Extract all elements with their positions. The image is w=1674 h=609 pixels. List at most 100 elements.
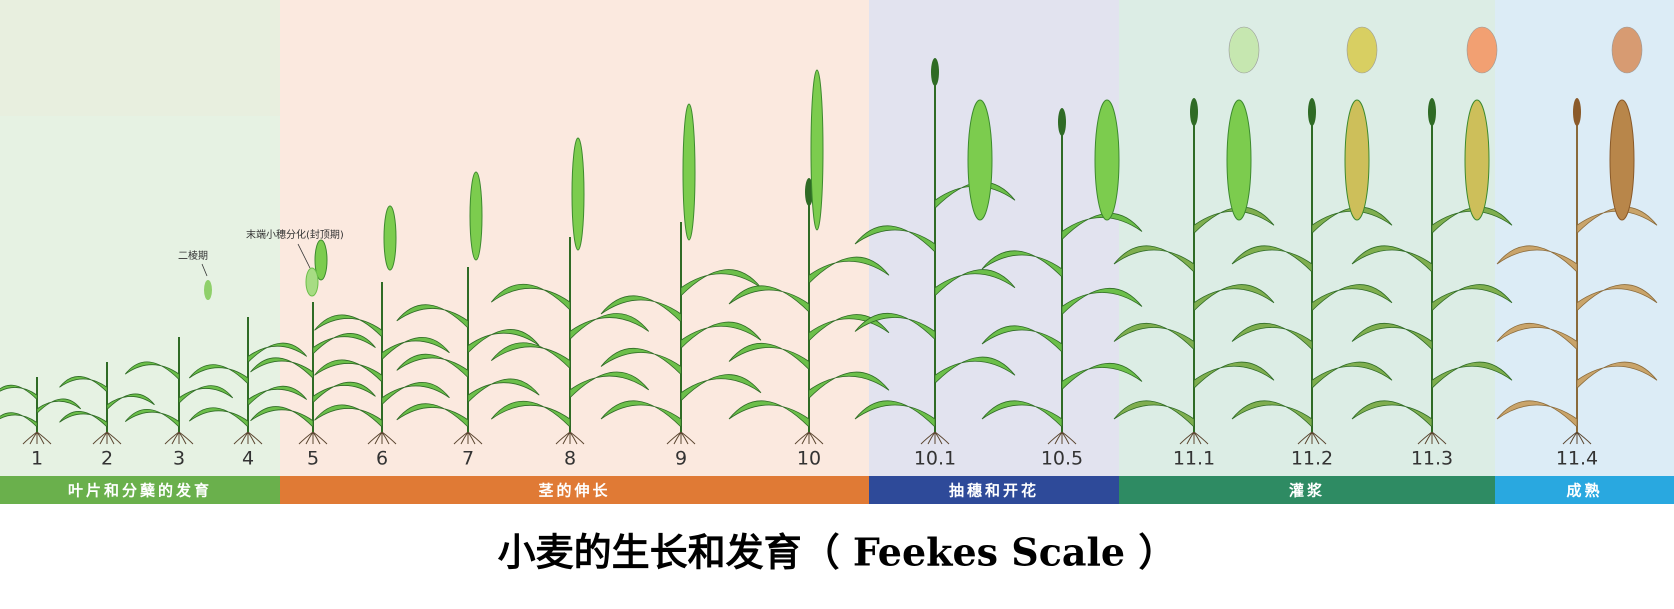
leaf <box>381 337 450 361</box>
plant-illustrations <box>0 26 1658 445</box>
leaf <box>314 404 383 428</box>
phase-label: 茎的伸长 <box>538 482 610 500</box>
phase-label: 灌浆 <box>1289 482 1325 500</box>
phase-bar <box>869 476 1119 504</box>
leaf <box>467 378 540 404</box>
root <box>99 431 108 445</box>
leaf <box>250 406 314 428</box>
plant <box>600 103 762 445</box>
ear <box>1428 98 1436 126</box>
phase-bar <box>1495 476 1674 504</box>
stage-label: 11.4 <box>1556 448 1598 470</box>
leaf <box>934 269 1016 297</box>
phase-bar <box>0 476 280 504</box>
phase-bar <box>280 476 869 504</box>
leaf <box>680 321 762 350</box>
spike <box>314 239 328 281</box>
leaf <box>1061 362 1143 391</box>
phase-label: 抽穗和开花 <box>949 482 1039 500</box>
root <box>164 431 180 445</box>
root <box>808 431 824 445</box>
stage-label: 1 <box>31 448 43 470</box>
leaf <box>680 374 762 402</box>
leaf <box>59 411 108 428</box>
leaf <box>808 256 890 285</box>
leaf <box>1311 206 1393 235</box>
leaf <box>1231 322 1313 351</box>
spike <box>1609 99 1635 221</box>
ear <box>1058 108 1066 136</box>
leaf <box>188 407 249 428</box>
root <box>106 431 122 445</box>
root <box>178 431 194 445</box>
leaf <box>178 385 234 405</box>
root <box>367 431 383 445</box>
leaf <box>59 376 108 393</box>
spike <box>571 137 585 251</box>
annotation-text: 二棱期 <box>178 249 208 262</box>
leaf <box>188 364 249 385</box>
stage-label: 11.1 <box>1173 448 1215 470</box>
leaf <box>1351 322 1433 351</box>
leaf <box>981 325 1063 353</box>
leaf <box>396 304 469 329</box>
root <box>1311 431 1327 445</box>
spike <box>967 99 993 221</box>
stage-label: 10.1 <box>914 448 956 470</box>
root <box>1431 431 1447 445</box>
leaf <box>0 412 38 428</box>
spike <box>1464 99 1490 221</box>
leaf <box>490 400 571 428</box>
stage-label: 8 <box>564 448 576 470</box>
root <box>171 431 180 445</box>
leaf <box>934 181 1016 210</box>
leaf <box>569 371 650 399</box>
annotation-text: 末端小穗分化(封顶期) <box>246 228 344 241</box>
annotation: 二棱期 末端小穗分化(封顶期) <box>178 228 344 300</box>
root <box>1061 431 1077 445</box>
root <box>247 431 263 445</box>
plant <box>59 362 155 445</box>
leaf <box>490 342 571 370</box>
plant <box>188 317 308 445</box>
root <box>934 431 950 445</box>
root <box>1562 431 1578 445</box>
leaf <box>600 347 682 376</box>
leaf <box>1496 245 1578 273</box>
grain <box>1611 26 1643 74</box>
leaf <box>1231 400 1313 428</box>
stage-label: 10 <box>797 448 821 470</box>
stage-label: 6 <box>376 448 388 470</box>
root <box>453 431 469 445</box>
leaf <box>728 342 810 371</box>
plant <box>124 337 234 445</box>
leaf <box>312 333 376 355</box>
panel-bg <box>1495 0 1674 476</box>
plant <box>314 205 450 445</box>
root <box>29 431 38 445</box>
panel-bg <box>869 0 1119 476</box>
leaf <box>1061 287 1143 316</box>
leaf <box>934 356 1016 385</box>
root <box>36 431 52 445</box>
leaf <box>314 359 383 383</box>
plant <box>1496 26 1658 445</box>
root <box>1424 431 1433 445</box>
root <box>92 431 108 445</box>
root <box>298 431 314 445</box>
spike <box>1094 99 1120 221</box>
root <box>794 431 810 445</box>
stage-label: 5 <box>307 448 319 470</box>
root <box>460 431 469 445</box>
root <box>467 431 483 445</box>
spike <box>810 69 824 231</box>
plant <box>854 58 1016 445</box>
spike-icon <box>204 280 212 300</box>
plant <box>250 239 376 445</box>
stage-label: 3 <box>173 448 185 470</box>
phase-backgrounds <box>0 0 1674 476</box>
leaf <box>1311 361 1393 390</box>
grain <box>1466 26 1498 74</box>
leaf <box>396 353 469 379</box>
root <box>1179 431 1195 445</box>
